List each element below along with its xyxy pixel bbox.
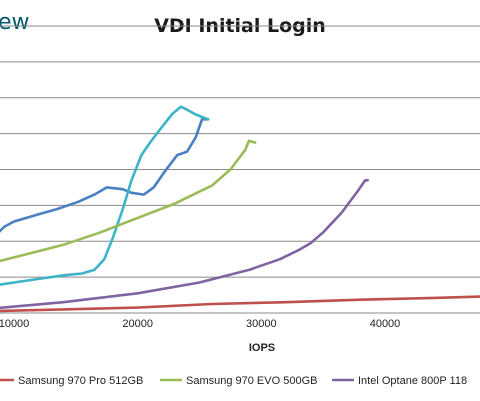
legend-label: Intel Optane 800P 118 (358, 375, 467, 387)
legend-label: Samsung 970 EVO 500GB (186, 375, 317, 387)
series-lines (0, 105, 480, 313)
series-line-3 (0, 295, 480, 313)
legend: Samsung 970 Pro 512GB Samsung 970 EVO 500… (0, 375, 467, 387)
x-axis-ticks: 10000 20000 30000 40000 (0, 318, 400, 330)
series-line-4 (0, 139, 257, 263)
x-tick-label: 20000 (122, 318, 153, 330)
series-line-5 (0, 179, 369, 310)
legend-label: Samsung 970 Pro 512GB (18, 375, 143, 387)
brand-logo-fragment: ew (0, 10, 30, 35)
x-tick-label: 40000 (370, 318, 401, 330)
x-tick-label: 30000 (246, 318, 277, 330)
series-line-2 (0, 105, 210, 286)
gridlines (0, 25, 480, 314)
x-tick-label: 10000 (0, 318, 29, 330)
x-axis-label: IOPS (249, 342, 275, 354)
series-line-1 (0, 118, 210, 233)
